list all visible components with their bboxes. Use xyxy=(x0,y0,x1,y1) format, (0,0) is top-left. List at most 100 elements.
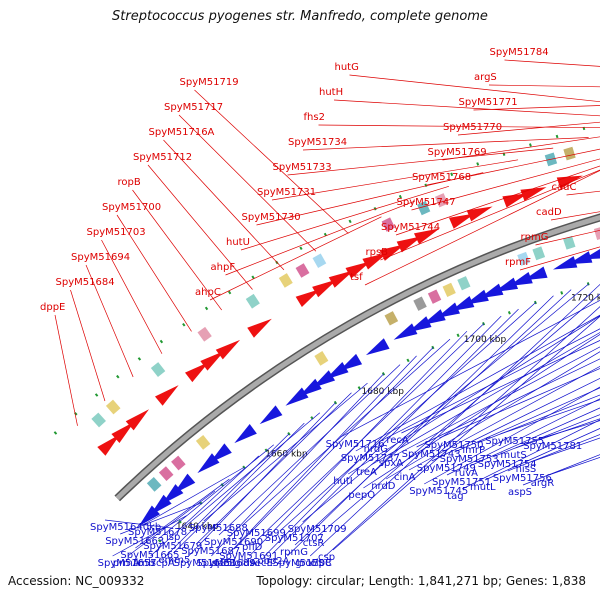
gene-label: ahpC xyxy=(195,287,221,298)
gene-label: SpyM51679 xyxy=(143,541,202,552)
forward-cds-box xyxy=(90,411,107,429)
leader-line xyxy=(484,428,600,481)
forward-gene-arrow xyxy=(97,434,121,456)
gene-label: dppE xyxy=(40,302,65,313)
forward-gene-arrow xyxy=(295,288,321,307)
forward-gene-arrow xyxy=(396,236,423,253)
leader-line xyxy=(112,515,187,557)
gene-label: SpyM51712 xyxy=(133,152,192,163)
forward-gene-arrow xyxy=(200,350,225,371)
leader-line xyxy=(188,402,336,557)
gene-label: spxA xyxy=(379,458,403,469)
gene-label: lmrP xyxy=(462,445,485,456)
gene-label: scpA xyxy=(151,558,175,569)
forward-gene-arrow xyxy=(312,279,338,298)
leader-line xyxy=(439,368,600,439)
gene-label: SpyM51699 xyxy=(227,528,286,539)
forward-cds-box xyxy=(380,216,396,233)
leader-line xyxy=(325,306,600,557)
leader-line xyxy=(393,346,600,457)
reverse-cds-box xyxy=(593,225,600,241)
leader-line xyxy=(378,328,600,443)
gene-label: gldA xyxy=(234,558,256,569)
reverse-cds-box xyxy=(195,434,212,451)
leader-line xyxy=(101,239,163,354)
gene-label: rpmG xyxy=(280,547,308,558)
gene-label: secE xyxy=(250,558,273,569)
gene-label: SpyM51750 xyxy=(424,440,483,451)
gene-label: SpyM51754 xyxy=(478,459,537,470)
gene-label: cadD xyxy=(536,207,562,218)
gene-label: lmb xyxy=(136,558,155,569)
forward-cds-box xyxy=(311,252,328,269)
page-title: Streptococcus pyogenes str. Manfredo, co… xyxy=(112,9,488,24)
leader-line xyxy=(408,365,600,471)
leader-line xyxy=(446,398,600,476)
reverse-cds-box xyxy=(562,235,577,251)
gene-label: mutL xyxy=(470,482,496,493)
gene-label: rpsB xyxy=(366,247,389,258)
leader-line xyxy=(211,373,384,557)
leader-line xyxy=(401,340,600,434)
gene-label: SpyM51690 xyxy=(204,537,263,548)
leader-line xyxy=(70,289,106,402)
leader-line xyxy=(116,214,192,332)
reverse-gene-arrow xyxy=(209,443,232,463)
reverse-cds-box xyxy=(170,454,187,472)
gene-label: SpyM51734 xyxy=(288,137,347,148)
gene-label: mutS xyxy=(500,450,526,461)
leader-line xyxy=(233,347,434,550)
reverse-gene-arrow xyxy=(338,353,363,372)
leader-line xyxy=(309,283,600,557)
leader-line xyxy=(150,455,260,557)
gene-label: hutG xyxy=(335,62,359,73)
gene-label: SpyM51771 xyxy=(459,97,518,108)
reverse-cds-box xyxy=(531,245,546,262)
leader-line xyxy=(178,114,317,252)
leader-line xyxy=(364,170,600,286)
gene-label: SpyM51751 xyxy=(432,477,491,488)
leader-line xyxy=(318,124,600,129)
reverse-gene-arrow xyxy=(311,370,336,389)
reverse-cds-box xyxy=(146,476,163,493)
gene-label: pflD xyxy=(242,542,263,553)
reverse-cds-box xyxy=(427,288,443,305)
gene-label: SpyM51784 xyxy=(490,47,549,58)
gene-label: SpyM51716A xyxy=(149,127,215,138)
leader-line xyxy=(348,315,600,475)
forward-gene-arrow xyxy=(154,385,179,406)
gene-label: SpyM51717 xyxy=(164,102,223,113)
reverse-gene-arrow xyxy=(567,251,593,265)
forward-cds-box xyxy=(150,361,167,378)
leader-line xyxy=(225,200,416,276)
gene-label: SpyM51753 xyxy=(440,454,499,465)
gene-label: SpyM51688 xyxy=(189,523,248,534)
gene-label: tag xyxy=(447,491,463,502)
forward-gene-arrow xyxy=(466,206,493,222)
leader-line xyxy=(120,502,201,535)
gene-label: clpC xyxy=(310,558,332,569)
leader-line xyxy=(157,444,275,540)
gene-label: argR xyxy=(531,478,554,489)
gene-label: SpyM51719 xyxy=(180,77,239,88)
gene-label: nrdG xyxy=(364,444,388,455)
gene-label: aspS xyxy=(508,487,532,498)
leader-line xyxy=(127,490,216,557)
gene-label: SpyM51685 xyxy=(174,558,233,569)
leader-line xyxy=(132,189,223,311)
reverse-gene-arrow xyxy=(436,302,461,319)
forward-gene-arrow xyxy=(185,362,209,383)
gene-label: ctsR xyxy=(303,538,325,549)
gene-label: rpmF xyxy=(505,257,531,268)
gene-label: SpyM51678 xyxy=(128,527,187,538)
gene-label: SpyM51689 xyxy=(196,558,255,569)
gene-label: SpyM51733 xyxy=(273,162,332,173)
gene-label: SpyM51684 xyxy=(56,277,115,288)
forward-gene-arrow xyxy=(215,339,241,360)
forward-gene-arrow xyxy=(520,187,547,202)
gene-label: tsf xyxy=(350,272,363,283)
leader-line xyxy=(302,137,589,151)
reverse-gene-arrow xyxy=(259,405,283,425)
gene-label: recA xyxy=(386,435,409,446)
leader-line xyxy=(340,299,600,438)
